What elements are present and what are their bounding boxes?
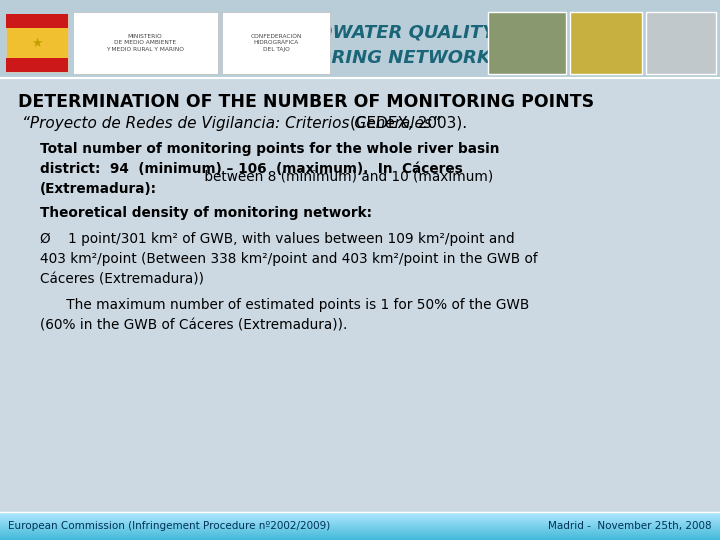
Text: MINISTERIO
DE MEDIO AMBIENTE
Y MEDIO RURAL Y MARINO: MINISTERIO DE MEDIO AMBIENTE Y MEDIO RUR…: [106, 34, 184, 52]
Text: Ø    1 point/301 km² of GWB, with values between 109 km²/point and
403 km²/point: Ø 1 point/301 km² of GWB, with values be…: [40, 232, 538, 286]
Text: Total number of monitoring points for the whole river basin
district:  94  (mini: Total number of monitoring points for th…: [40, 142, 500, 196]
Text: MONITORING NETWORK: MONITORING NETWORK: [249, 49, 491, 67]
Text: The maximum number of estimated points is 1 for 50% of the GWB
(60% in the GWB o: The maximum number of estimated points i…: [40, 298, 529, 332]
Text: DETERMINATION OF THE NUMBER OF MONITORING POINTS: DETERMINATION OF THE NUMBER OF MONITORIN…: [18, 93, 594, 111]
Bar: [73, 12, 218, 74]
Text: (CEDEX, 2003).: (CEDEX, 2003).: [350, 116, 467, 131]
Bar: [646, 12, 716, 74]
Bar: [6, 58, 68, 72]
Text: CONFEDERACIÓN
HIDROGRÁFICA
DEL TAJO: CONFEDERACIÓN HIDROGRÁFICA DEL TAJO: [251, 34, 302, 52]
Text: Theoretical density of monitoring network:: Theoretical density of monitoring networ…: [40, 206, 372, 220]
Text: European Commission (Infringement Procedure nº2002/2009): European Commission (Infringement Proced…: [8, 521, 330, 531]
Bar: [6, 14, 68, 72]
Bar: [570, 12, 642, 74]
Text: between 8 (minimum) and 10 (maximum): between 8 (minimum) and 10 (maximum): [200, 170, 493, 184]
Text: Madrid -  November 25th, 2008: Madrid - November 25th, 2008: [549, 521, 712, 531]
Bar: [488, 12, 566, 74]
Bar: [6, 14, 68, 28]
Text: “Proyecto de Redes de Vigilancia: Criterios Generales”: “Proyecto de Redes de Vigilancia: Criter…: [22, 116, 440, 131]
Text: GROUNDWATER QUALITY: GROUNDWATER QUALITY: [244, 23, 495, 41]
Bar: [222, 12, 330, 74]
Text: ★: ★: [32, 37, 42, 50]
Bar: [0, 0, 720, 78]
